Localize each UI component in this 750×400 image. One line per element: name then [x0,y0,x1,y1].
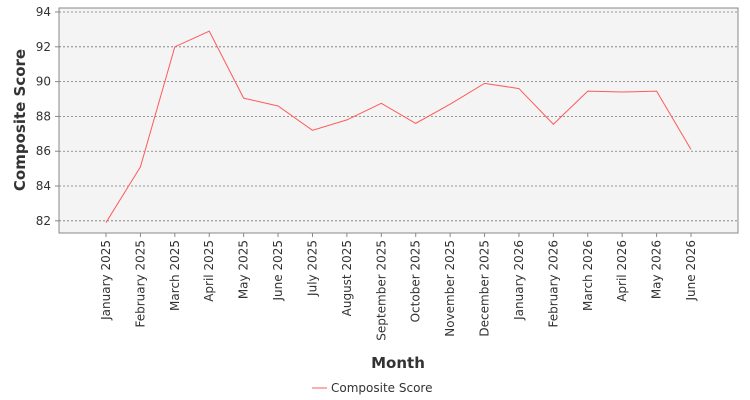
data-line [105,30,692,223]
y-tick-label: 88 [36,109,51,123]
y-tick-label: 94 [36,5,51,19]
x-tick-label: August 2025 [340,240,354,316]
y-tick-label: 86 [36,144,51,158]
x-tick-label: May 2026 [650,240,664,299]
x-axis-title: Month [371,354,425,372]
legend-label: Composite Score [331,381,432,395]
y-tick-label: 92 [36,40,51,54]
x-tick-label: March 2026 [581,240,595,311]
x-tick-label: June 2026 [684,240,698,302]
x-tick-label: October 2025 [409,240,423,322]
x-tick-label: February 2026 [546,240,560,328]
x-tick-label: June 2025 [271,240,285,302]
x-tick-label: March 2025 [168,240,182,311]
x-tick-label: July 2025 [305,240,319,297]
x-tick-label: April 2025 [202,240,216,302]
plot-area [58,7,739,234]
y-tick-label: 84 [36,179,51,193]
x-tick-label: December 2025 [478,240,492,337]
x-tick-label: January 2025 [99,240,113,321]
x-tick-label: February 2025 [133,240,147,328]
y-axis-title: Composite Score [11,49,29,191]
x-tick-label: May 2025 [237,240,251,299]
y-tick-label: 90 [36,75,51,89]
x-tick-label: September 2025 [374,240,388,341]
y-tick-label: 82 [36,214,51,228]
x-tick-label: April 2026 [615,240,629,302]
x-tick-label: January 2026 [512,240,526,321]
x-tick-label: November 2025 [443,240,457,337]
